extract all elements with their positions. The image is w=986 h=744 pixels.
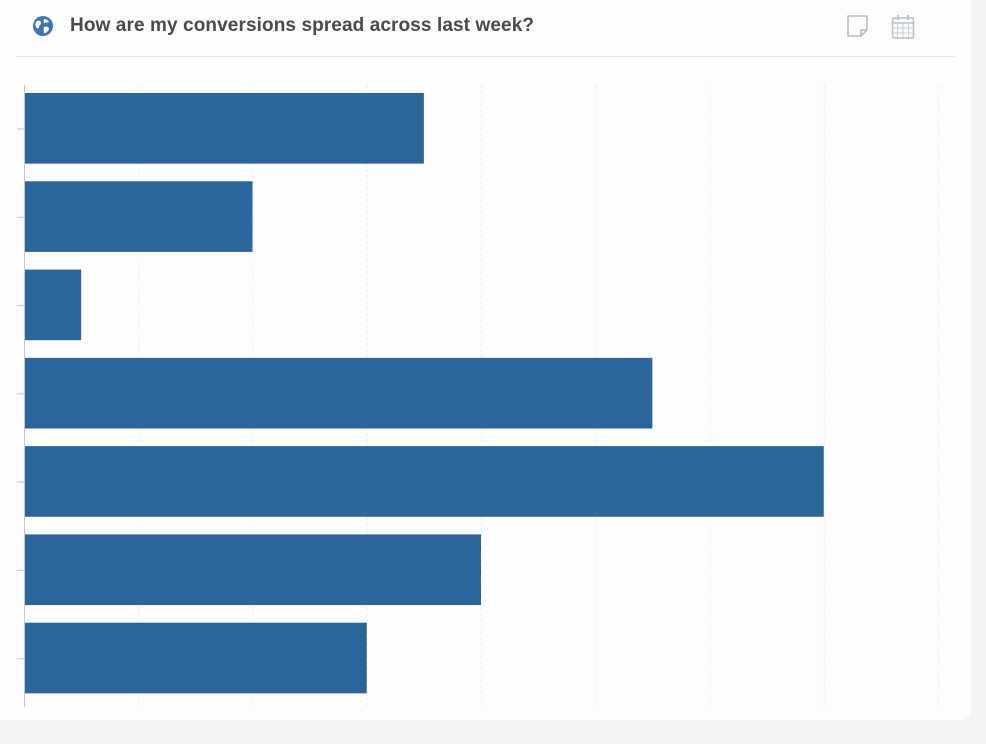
bar xyxy=(24,622,367,694)
chart-title: How are my conversions spread across las… xyxy=(70,15,535,36)
header-divider xyxy=(16,56,955,57)
bar xyxy=(24,181,253,252)
calendar-icon[interactable] xyxy=(890,13,916,41)
globe-icon xyxy=(33,16,53,36)
bar-chart xyxy=(17,85,939,707)
bar xyxy=(24,357,653,429)
bar xyxy=(24,93,424,164)
bar xyxy=(24,446,824,517)
bar xyxy=(24,269,82,341)
note-icon[interactable] xyxy=(845,13,871,41)
chart-card: How are my conversions spread across las… xyxy=(0,0,971,707)
card-header: How are my conversions spread across las… xyxy=(0,0,971,57)
bar xyxy=(24,534,481,606)
